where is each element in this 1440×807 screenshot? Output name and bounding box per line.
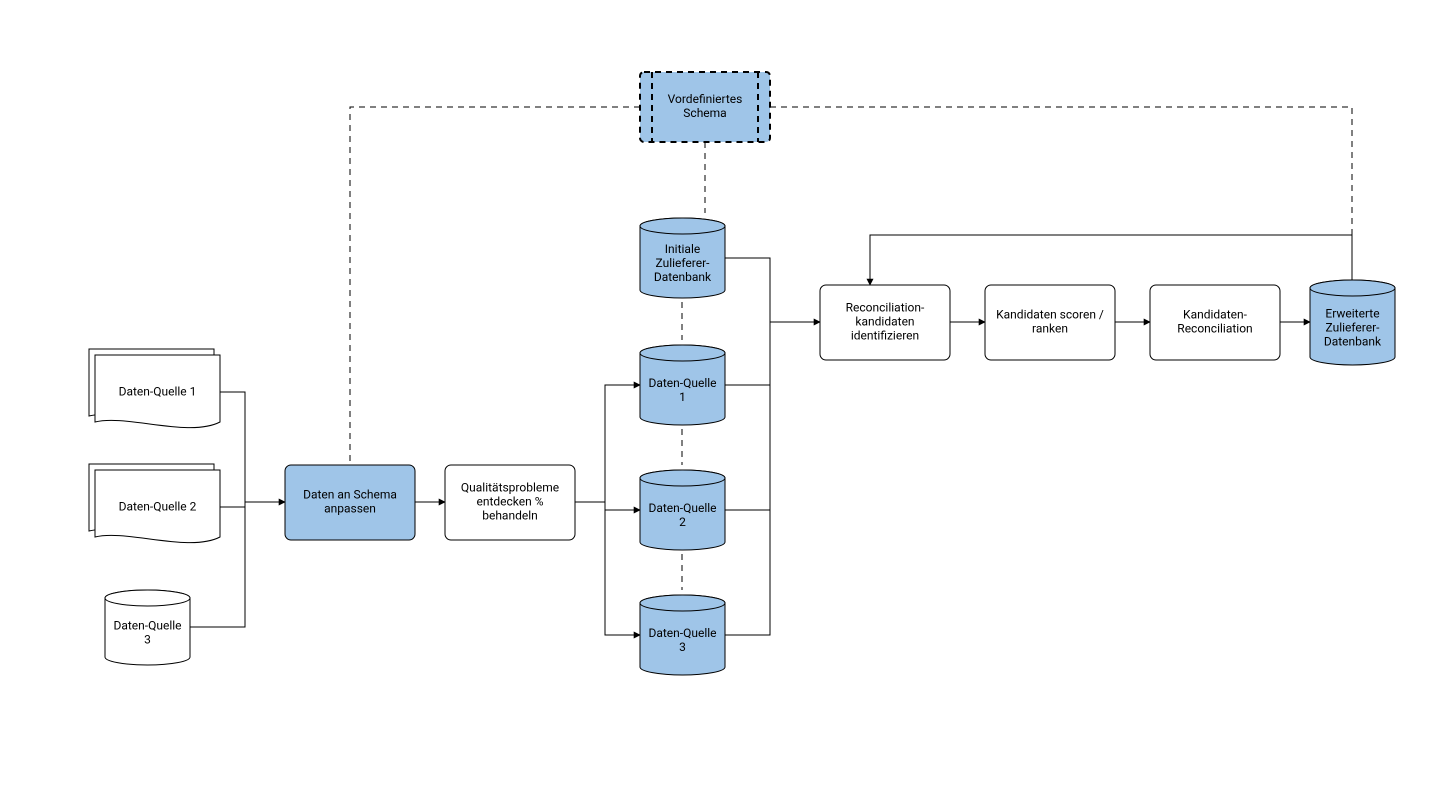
node-dq3: Daten-Quelle3	[640, 595, 725, 675]
recon_ident-label-line-2: identifizieren	[851, 329, 919, 343]
node-dq2: Daten-Quelle2	[640, 470, 725, 550]
dq1-label-line-1: 1	[679, 390, 686, 404]
node-src1_doc: Daten-Quelle 1	[89, 349, 220, 428]
e-dq2-to-bus	[725, 322, 770, 510]
node-score_rank: Kandidaten scoren /ranken	[985, 285, 1115, 360]
dq2-label-line-1: 2	[679, 515, 686, 529]
nodes-layer: VordefiniertesSchemaDaten-Quelle 1Daten-…	[89, 72, 1395, 675]
e-qual-to-dq1	[575, 385, 640, 502]
quality-label-line-0: Qualitätsprobleme	[461, 481, 559, 495]
ext_db-label-line-1: Zulieferer-	[1326, 321, 1381, 335]
node-predef_schema: VordefiniertesSchema	[640, 72, 770, 142]
quality-label-line-2: behandeln	[482, 509, 538, 523]
score_rank-label-line-0: Kandidaten scoren /	[996, 308, 1104, 322]
edges-layer	[190, 107, 1352, 635]
dq1-label-line-0: Daten-Quelle	[648, 376, 716, 390]
node-src2_doc: Daten-Quelle 2	[89, 464, 220, 543]
src3_cyl-label-line-1: 3	[144, 633, 151, 647]
kand_recon-label-line-1: Reconciliation	[1177, 322, 1252, 336]
node-ext_db: ErweiterteZulieferer-Datenbank	[1310, 280, 1395, 365]
recon_ident-label-line-0: Reconciliation-	[846, 301, 925, 315]
flowchart-canvas: VordefiniertesSchemaDaten-Quelle 1Daten-…	[0, 0, 1440, 807]
predef_schema-label-line-1: Schema	[683, 106, 726, 120]
init_db-label-line-2: Datenbank	[654, 270, 712, 284]
e-ext-loop	[870, 235, 1352, 285]
init_db-label-line-0: Initiale	[665, 242, 700, 256]
e-predef-left	[350, 107, 640, 465]
node-src3_cyl: Daten-Quelle3	[105, 590, 190, 665]
score_rank-label-line-1: ranken	[1032, 322, 1068, 336]
e-qual-to-dq2	[575, 502, 640, 510]
ext_db-label-line-2: Datenbank	[1324, 335, 1382, 349]
dq3-label-line-1: 3	[679, 640, 686, 654]
node-init_db: InitialeZulieferer-Datenbank	[640, 218, 725, 298]
src3_cyl-label-line-0: Daten-Quelle	[113, 619, 181, 633]
dq3-label-line-0: Daten-Quelle	[648, 626, 716, 640]
daten_schema-label-line-1: anpassen	[324, 502, 376, 516]
e-init-to-bus	[725, 258, 770, 322]
node-kand_recon: Kandidaten-Reconciliation	[1150, 285, 1280, 360]
ext_db-label-line-0: Erweiterte	[1325, 307, 1379, 321]
node-dq1: Daten-Quelle1	[640, 345, 725, 425]
daten_schema-label-line-0: Daten an Schema	[303, 488, 397, 502]
e-dq3-to-bus	[725, 322, 770, 635]
node-daten_schema: Daten an Schemaanpassen	[285, 465, 415, 540]
e-src1-merge	[220, 392, 245, 502]
kand_recon-label-line-0: Kandidaten-	[1183, 308, 1248, 322]
dq2-label-line-0: Daten-Quelle	[648, 501, 716, 515]
predef_schema-label-line-0: Vordefiniertes	[668, 92, 743, 106]
src1_doc-label-line-0: Daten-Quelle 1	[119, 385, 197, 399]
quality-label-line-1: entdecken %	[476, 495, 543, 509]
node-recon_ident: Reconciliation-kandidatenidentifizieren	[820, 285, 950, 360]
e-qual-to-dq3	[575, 502, 640, 635]
e-dq1-to-bus	[725, 322, 770, 385]
src2_doc-label-line-0: Daten-Quelle 2	[119, 500, 197, 514]
node-quality: Qualitätsproblemeentdecken %behandeln	[445, 465, 575, 540]
init_db-label-line-1: Zulieferer-	[656, 256, 711, 270]
recon_ident-label-line-1: kandidaten	[855, 315, 914, 329]
e-predef-right	[770, 107, 1352, 275]
